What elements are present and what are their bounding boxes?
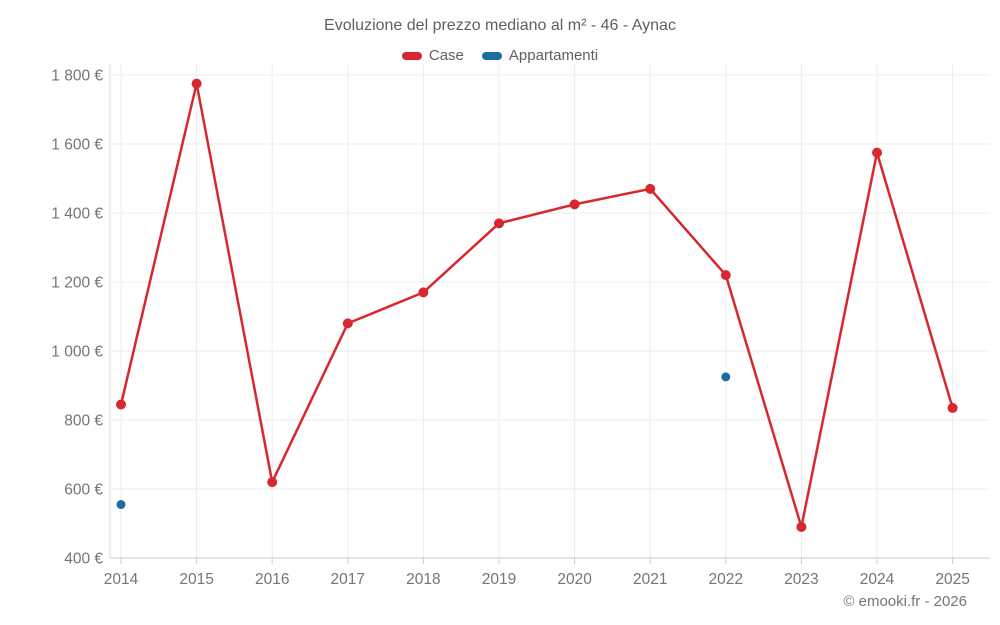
x-tick-label: 2015 bbox=[179, 571, 213, 588]
case-point-2017[interactable] bbox=[342, 318, 353, 329]
appartamenti-point-2014[interactable] bbox=[116, 500, 126, 510]
appartamenti-point-2022[interactable] bbox=[721, 372, 731, 382]
y-tick-label: 1 000 € bbox=[51, 344, 103, 361]
case-point-2018[interactable] bbox=[418, 287, 429, 298]
x-tick-label: 2022 bbox=[709, 571, 743, 588]
legend-label-case: Case bbox=[428, 47, 464, 64]
x-tick-label: 2023 bbox=[784, 571, 818, 588]
x-tick-label: 2019 bbox=[482, 571, 516, 588]
legend-item-appartamenti[interactable]: Appartamenti bbox=[481, 47, 599, 64]
case-point-2020[interactable] bbox=[569, 199, 580, 210]
appartamenti-series-swatch-icon bbox=[481, 51, 502, 60]
case-point-2021[interactable] bbox=[645, 183, 656, 194]
legend: Case Appartamenti bbox=[0, 47, 1000, 64]
case-point-2023[interactable] bbox=[796, 521, 807, 532]
x-tick-label: 2016 bbox=[255, 571, 289, 588]
x-tick-label: 2018 bbox=[406, 571, 440, 588]
case-point-2014[interactable] bbox=[116, 399, 126, 410]
case-series-line bbox=[119, 82, 954, 529]
x-tick-label: 2021 bbox=[633, 571, 667, 588]
x-tick-label: 2025 bbox=[935, 571, 969, 588]
case-point-2025[interactable] bbox=[947, 402, 958, 413]
y-tick-label: 1 200 € bbox=[51, 275, 103, 292]
y-tick-label: 800 € bbox=[64, 413, 103, 430]
chart-title: Evoluzione del prezzo mediano al m² - 46… bbox=[324, 17, 676, 34]
y-tick-label: 600 € bbox=[64, 482, 103, 499]
x-tick-label: 2020 bbox=[557, 571, 592, 588]
y-tick-label: 1 400 € bbox=[51, 206, 103, 223]
legend-item-case[interactable]: Case bbox=[401, 47, 464, 64]
y-tick-label: 1 800 € bbox=[51, 68, 103, 85]
case-series-swatch-icon bbox=[401, 51, 422, 60]
x-tick-label: 2024 bbox=[860, 571, 895, 588]
case-point-2019[interactable] bbox=[494, 218, 504, 229]
legend-label-appartamenti: Appartamenti bbox=[508, 47, 599, 64]
attribution: © emooki.fr - 2026 bbox=[843, 593, 967, 610]
case-point-2016[interactable] bbox=[267, 477, 278, 488]
case-point-2022[interactable] bbox=[720, 270, 731, 281]
y-tick-label: 400 € bbox=[64, 551, 103, 568]
x-tick-label: 2017 bbox=[331, 571, 365, 588]
case-point-2015[interactable] bbox=[191, 78, 202, 89]
case-point-2024[interactable] bbox=[872, 147, 882, 158]
y-tick-label: 1 600 € bbox=[51, 137, 103, 154]
x-tick-label: 2014 bbox=[104, 571, 139, 588]
